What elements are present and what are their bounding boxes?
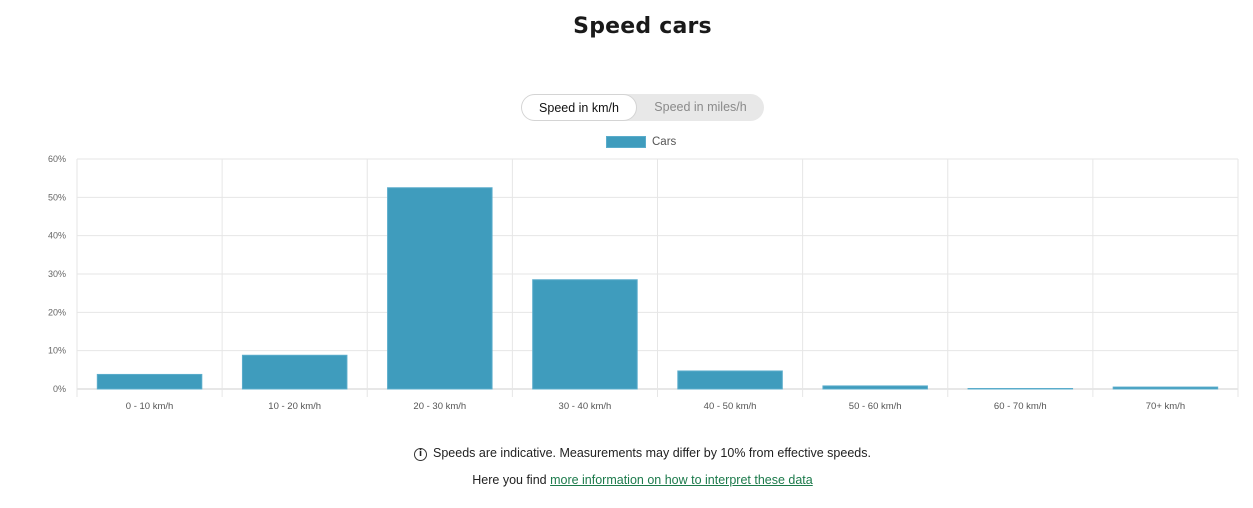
bar [822,385,928,390]
bar [241,354,348,390]
toggle-kmh-button[interactable]: Speed in km/h [521,94,637,121]
info-icon: i [414,448,428,461]
page-title: Speed cars [573,14,712,39]
y-tick-label: 50% [48,192,66,202]
legend-label-cars: Cars [652,136,677,148]
x-tick-label: 50 - 60 km/h [849,401,902,412]
chart-legend[interactable]: Cars [606,136,676,148]
bar [677,370,783,390]
x-tick-label: 70+ km/h [1146,401,1185,412]
toggle-mph-button[interactable]: Speed in miles/h [654,100,747,114]
more-info: Here you find more information on how to… [0,473,1253,487]
y-tick-label: 0% [53,384,66,394]
speed-disclaimer: i Speeds are indicative. Measurements may… [0,446,1253,461]
x-tick-label: 10 - 20 km/h [268,401,321,412]
bar [387,187,493,390]
bar [967,388,1074,390]
x-tick-label: 0 - 10 km/h [126,401,174,412]
bar [1112,386,1219,390]
legend-swatch-cars [606,136,646,148]
bar [96,373,203,390]
bar [532,279,638,390]
y-tick-label: 40% [48,231,66,241]
x-tick-label: 60 - 70 km/h [994,401,1047,412]
bar-chart: 0% 10% 20% 30% 40% 50% 60% 0 - 10 km/h 10 - 20 k… [48,154,1239,412]
more-info-prefix: Here you find [472,473,551,487]
y-tick-label: 30% [48,269,66,279]
y-tick-label: 60% [48,154,66,164]
disclaimer-text: Speeds are indicative. Measurements may … [433,446,871,460]
y-tick-label: 20% [48,307,66,317]
unit-toggle: Speed in km/h Speed in miles/h [521,94,764,121]
x-tick-label: 20 - 30 km/h [413,401,466,412]
y-tick-label: 10% [48,346,66,356]
more-info-link[interactable]: more information on how to interpret the… [550,473,813,487]
x-tick-label: 40 - 50 km/h [704,401,757,412]
x-tick-label: 30 - 40 km/h [559,401,612,412]
